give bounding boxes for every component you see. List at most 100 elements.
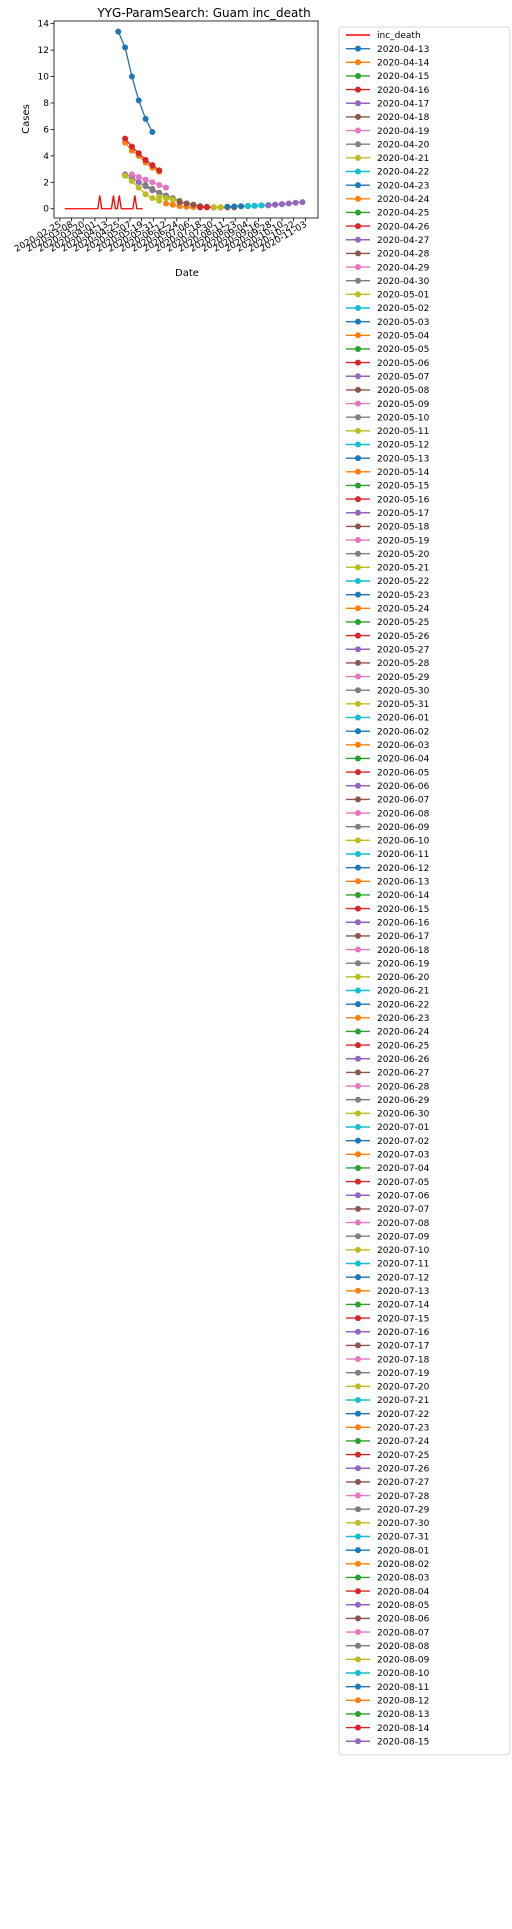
legend-label: 2020-06-10 [377,837,430,847]
legend-label: 2020-04-25 [377,209,429,219]
legend-label: 2020-07-17 [377,1342,429,1352]
legend-label: 2020-05-18 [377,523,430,533]
legend-entry: 2020-04-18 [346,113,430,123]
data-point [292,199,299,206]
data-point [163,200,170,207]
legend-entry: 2020-05-02 [346,304,429,314]
legend-swatch-marker [355,891,361,898]
legend-label: 2020-06-15 [377,905,429,915]
legend-label: 2020-07-18 [377,1355,430,1365]
legend-swatch-marker [355,523,361,530]
legend-label: 2020-06-30 [377,1110,430,1120]
legend-entry: 2020-08-05 [346,1601,429,1611]
legend-swatch-marker [355,1424,361,1431]
data-point [115,28,122,35]
legend-label: 2020-07-26 [377,1464,430,1474]
legend-entry: 2020-05-21 [346,564,429,574]
legend-swatch-marker [355,618,361,625]
legend-swatch-marker [355,1356,361,1363]
legend-label: 2020-05-21 [377,564,429,574]
legend-entry: 2020-06-15 [346,905,429,915]
legend-swatch-marker [355,1588,361,1595]
legend-swatch-marker [355,86,361,93]
legend-swatch-marker [355,1001,361,1008]
legend-label: 2020-08-02 [377,1560,429,1570]
data-point [169,201,176,208]
y-axis-label: Cases [21,104,32,134]
data-point [299,199,306,206]
legend-label: 2020-05-08 [377,386,430,396]
legend-swatch-marker [355,1301,361,1308]
legend-entry: 2020-08-08 [346,1642,430,1652]
legend-swatch-marker [355,1547,361,1554]
legend-swatch-marker [355,209,361,216]
legend-swatch-marker [355,1219,361,1226]
legend-entry: 2020-08-07 [346,1628,429,1638]
legend-entry: 2020-07-28 [346,1492,430,1502]
legend-entry: 2020-06-12 [346,864,429,874]
chart-title: YYG-ParamSearch: Guam inc_death [96,6,310,20]
legend-swatch-marker [355,1629,361,1636]
legend-label: 2020-06-13 [377,878,429,888]
legend-swatch-marker [355,1397,361,1403]
legend-label: 2020-05-31 [377,700,429,710]
legend-entry: 2020-06-06 [346,782,430,792]
legend-label: 2020-08-01 [377,1546,429,1556]
legend-entry: 2020-07-18 [346,1355,430,1365]
legend-entry: 2020-05-27 [346,645,429,655]
legend-label: 2020-06-03 [377,741,429,751]
legend-swatch-marker [355,250,361,257]
legend-label: 2020-04-14 [377,59,430,69]
forecast-series-2020-04-13 [115,28,156,136]
data-point [128,73,135,80]
legend-entry: 2020-04-13 [346,45,429,55]
legend-swatch-marker [355,1151,361,1158]
legend-entry: 2020-07-17 [346,1342,429,1352]
y-tick-label: 14 [38,20,50,30]
legend-entry: 2020-04-21 [346,154,429,164]
legend-swatch-marker [355,468,361,475]
legend-label: 2020-06-27 [377,1069,429,1079]
legend-entry: 2020-06-05 [346,768,429,778]
legend-label: 2020-05-24 [377,605,430,615]
legend-swatch-marker [355,455,361,462]
legend-label: 2020-05-22 [377,577,429,587]
legend-label: 2020-07-28 [377,1492,430,1502]
legend-swatch-marker [355,1738,361,1745]
legend-entry: 2020-08-06 [346,1615,430,1625]
legend-entry: 2020-07-16 [346,1328,430,1338]
x-axis-label: Date [175,268,199,279]
legend-label: 2020-06-01 [377,714,429,724]
legend-entry: 2020-07-26 [346,1464,430,1474]
legend-swatch-marker [355,537,361,544]
legend-entry: 2020-05-20 [346,550,430,560]
data-point [224,203,231,210]
legend-swatch-marker [355,359,361,366]
legend-entry: 2020-07-21 [346,1396,429,1406]
legend-entry: 2020-06-10 [346,837,430,847]
legend-label: 2020-08-13 [377,1710,429,1720]
legend-label: 2020-08-03 [377,1574,429,1584]
legend-label: 2020-05-23 [377,591,429,601]
legend-label: 2020-04-30 [377,277,430,287]
legend-label: 2020-05-15 [377,482,429,492]
legend-label: 2020-07-06 [377,1191,430,1201]
legend-entry: 2020-08-11 [346,1683,429,1693]
legend-label: 2020-07-15 [377,1314,429,1324]
legend-label: 2020-06-12 [377,864,429,874]
legend-entry: 2020-08-02 [346,1560,429,1570]
legend-entry: 2020-06-04 [346,755,430,765]
legend-entry: 2020-06-09 [346,823,430,833]
legend-swatch-marker [355,1710,361,1717]
legend-entry: 2020-05-30 [346,686,430,696]
legend-swatch-marker [355,1274,361,1281]
legend-swatch-marker [355,127,361,134]
data-point [135,97,142,104]
legend-label: 2020-06-04 [377,755,430,765]
data-point [163,184,170,191]
data-point [278,201,285,208]
legend-entry: 2020-06-16 [346,918,430,928]
data-point [135,179,142,186]
data-point [128,171,135,178]
legend-entry: 2020-04-23 [346,181,429,191]
